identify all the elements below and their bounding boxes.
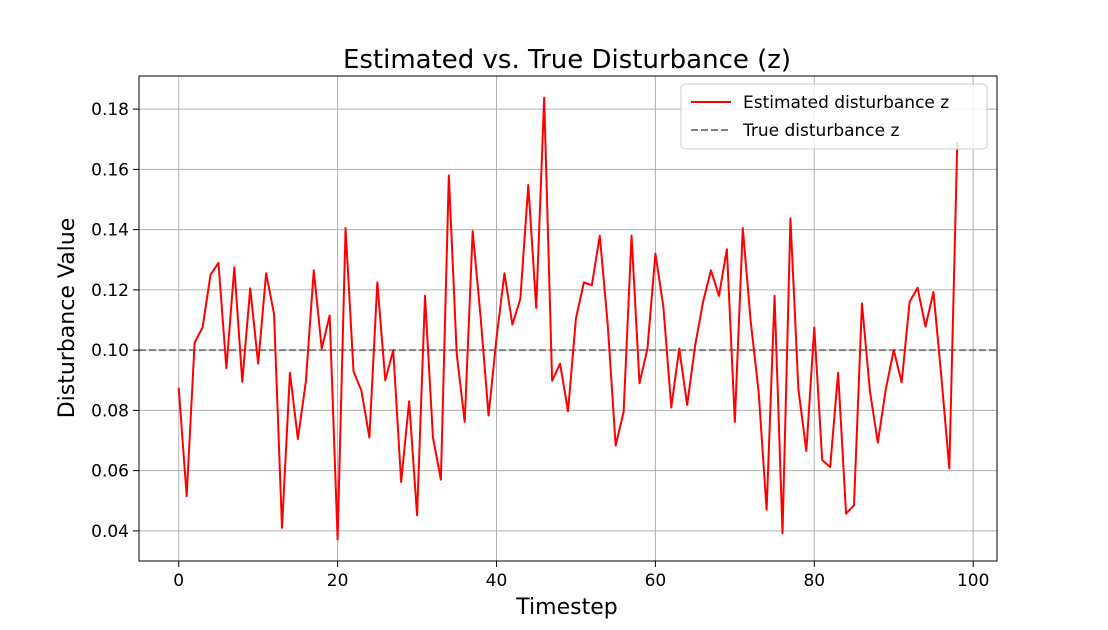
y-tick-label: 0.14 [91,221,129,241]
x-tick-label: 60 [645,571,667,591]
series-layer [139,96,997,541]
y-tick-label: 0.06 [91,462,129,482]
y-tick-label: 0.12 [91,281,129,301]
series-line-estimated [177,96,959,541]
x-tick-label: 20 [327,571,349,591]
axis-ticks: 0 20 40 60 80 100 0.04 0.06 0.08 0.10 0.12 0.14 0.16… [91,100,989,591]
legend-label-estimated: Estimated disturbance z [743,93,949,113]
y-tick-label: 0.08 [91,401,129,421]
x-tick-label: 100 [957,571,989,591]
x-tick-label: 0 [173,571,184,591]
x-tick-label: 40 [486,571,508,591]
y-tick-label: 0.18 [91,100,129,120]
legend-box [680,83,988,150]
y-tick-label: 0.10 [91,341,129,361]
y-tick-label: 0.04 [91,522,129,542]
legend: Estimated disturbance z True disturbance… [680,83,988,150]
chart-title: Estimated vs. True Disturbance (z) [343,45,791,75]
legend-label-true: True disturbance z [742,121,900,141]
plot-frame [138,75,998,562]
x-axis-label: Timestep [515,595,617,620]
y-tick-label: 0.16 [91,160,129,180]
x-tick-label: 80 [803,571,825,591]
y-axis-label: Disturbance Value [55,218,80,419]
